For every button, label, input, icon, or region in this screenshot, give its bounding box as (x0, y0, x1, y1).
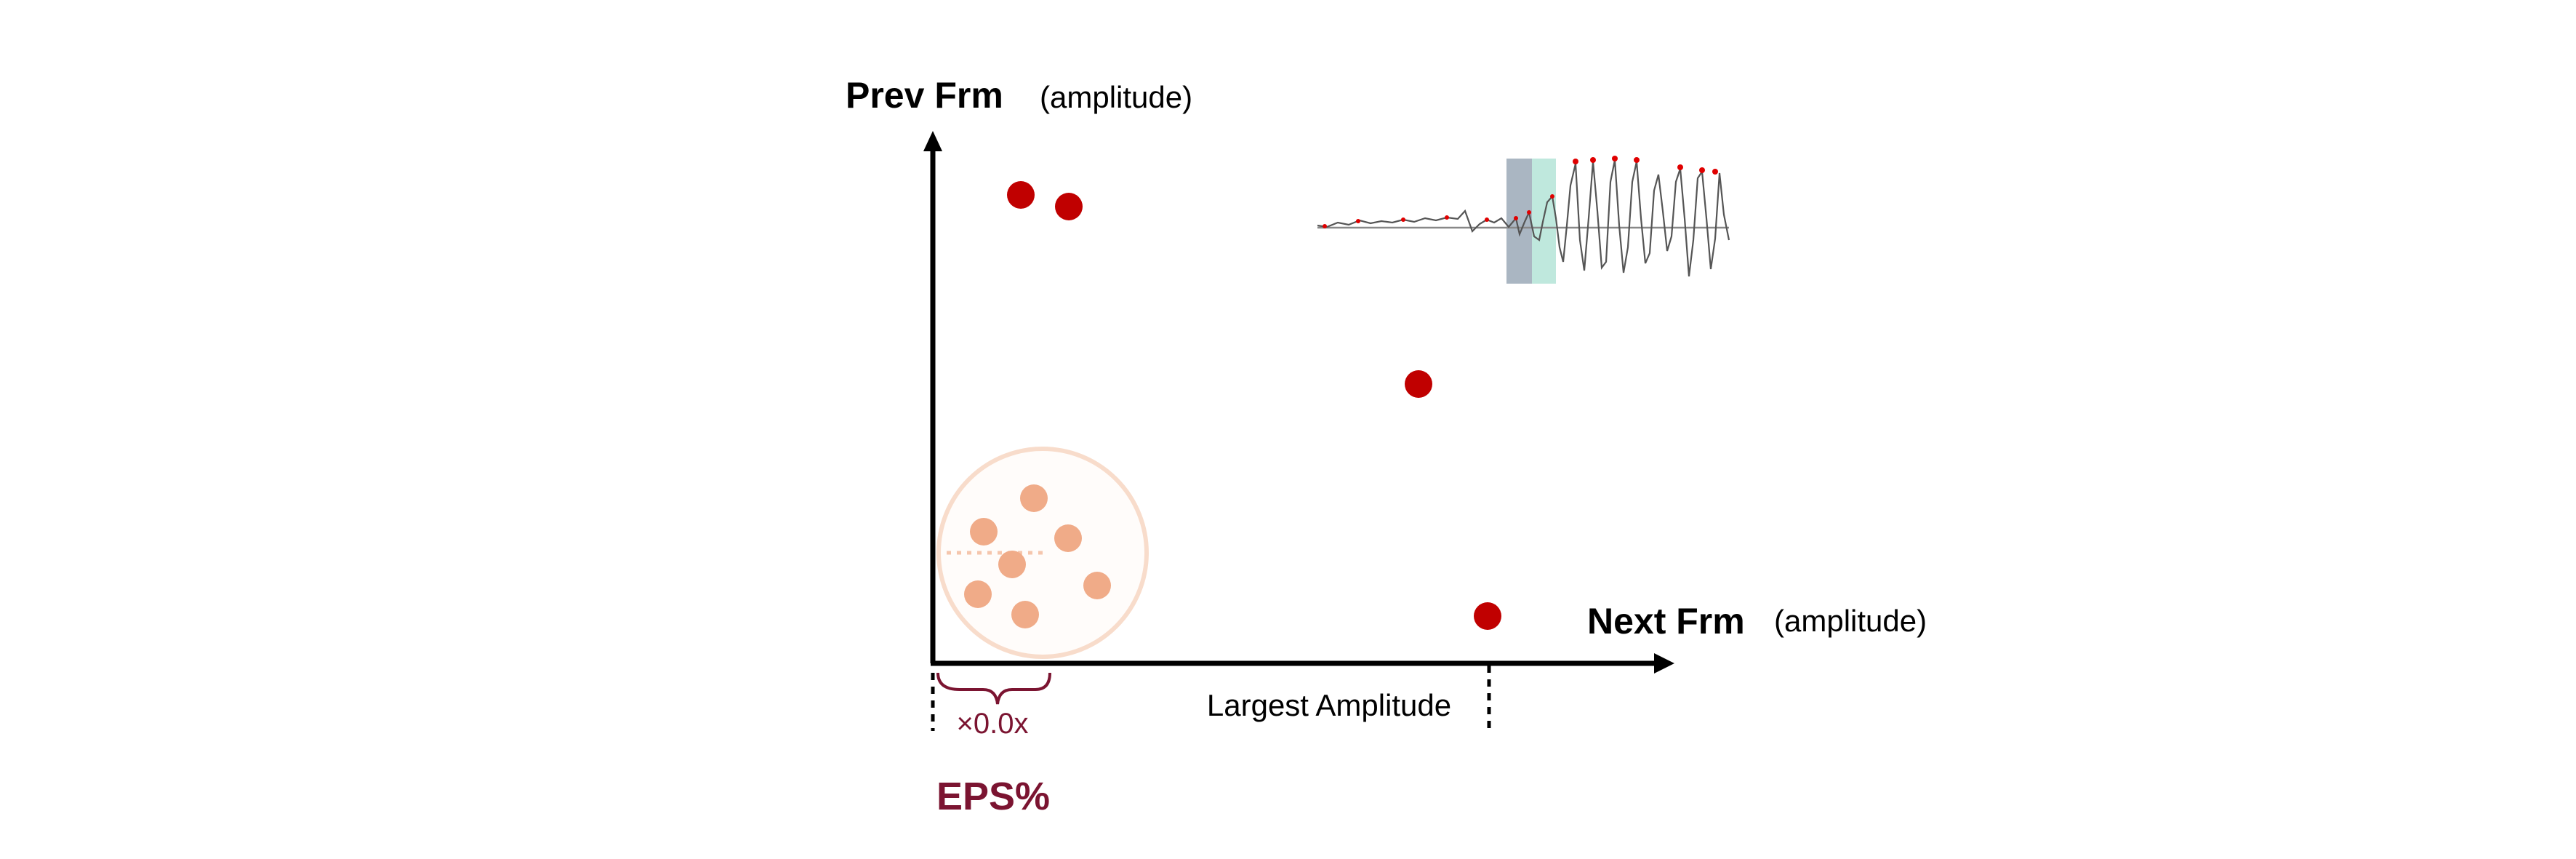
outlier-point (1055, 193, 1083, 220)
outlier-points (1007, 181, 1501, 630)
waveform-gray-band (1506, 159, 1532, 284)
cluster-point (1011, 601, 1039, 628)
cluster-point (1020, 484, 1048, 512)
waveform-thumbnail-icon (1317, 156, 1730, 284)
x-axis-title: Next Frm (1587, 601, 1745, 642)
cluster-point (970, 518, 998, 546)
x-axis (931, 653, 1674, 674)
largest-amplitude-label: Largest Amplitude (1207, 688, 1451, 722)
y-axis (923, 131, 942, 663)
eps-multiplier: ×0.0x (957, 708, 1029, 740)
waveform-teal-band (1532, 159, 1556, 284)
cluster-point (964, 580, 992, 608)
cluster-point (1054, 524, 1082, 552)
waveform-peak-markers (1323, 156, 1718, 228)
outlier-point (1405, 370, 1432, 398)
outlier-point (1474, 602, 1501, 630)
x-axis-unit: (amplitude) (1774, 604, 1927, 638)
y-axis-title: Prev Frm (846, 75, 1003, 116)
outlier-point (1007, 181, 1035, 209)
y-axis-unit: (amplitude) (1040, 80, 1192, 114)
eps-brace (936, 672, 1051, 705)
cluster-point (998, 551, 1026, 578)
cluster-point (1083, 572, 1111, 599)
eps-label: EPS% (936, 775, 1050, 818)
cluster-region (936, 447, 1149, 659)
